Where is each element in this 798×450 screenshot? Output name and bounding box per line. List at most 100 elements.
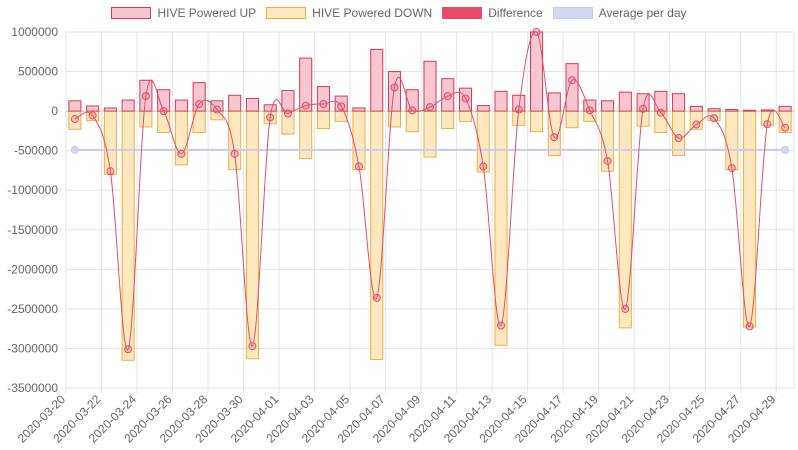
bar-down bbox=[441, 110, 455, 130]
difference-point bbox=[639, 104, 648, 113]
difference-point bbox=[301, 101, 310, 110]
difference-point bbox=[248, 342, 257, 351]
difference-point bbox=[497, 321, 506, 330]
difference-point bbox=[141, 92, 150, 101]
bar-up bbox=[778, 105, 792, 112]
bar-up bbox=[707, 108, 721, 112]
bar-down bbox=[370, 110, 384, 361]
average-point bbox=[70, 145, 79, 154]
chart-legend: HIVE Powered UP HIVE Powered DOWN Differ… bbox=[0, 6, 798, 20]
bar-up bbox=[547, 92, 561, 112]
series-difference-line bbox=[70, 28, 790, 354]
difference-point bbox=[603, 156, 612, 165]
bar-down bbox=[316, 110, 331, 130]
difference-point bbox=[177, 149, 186, 158]
difference-point bbox=[514, 105, 523, 114]
bar-up bbox=[121, 99, 135, 112]
difference-point bbox=[408, 106, 417, 115]
difference-point bbox=[585, 106, 594, 115]
bar-up bbox=[689, 105, 703, 112]
y-tick-label: -2000000 bbox=[7, 262, 58, 276]
difference-point bbox=[727, 164, 736, 173]
difference-point bbox=[159, 107, 168, 116]
difference-point bbox=[266, 113, 275, 122]
bar-down bbox=[725, 110, 739, 171]
y-tick-label: -2500000 bbox=[7, 302, 58, 316]
difference-point bbox=[479, 162, 488, 171]
bar-up bbox=[601, 100, 615, 112]
difference-point bbox=[781, 123, 790, 132]
difference-point bbox=[674, 134, 683, 143]
bar-up bbox=[743, 109, 757, 112]
y-tick-label: -500000 bbox=[14, 144, 58, 158]
difference-point bbox=[532, 28, 541, 36]
bar-up bbox=[245, 97, 259, 112]
y-tick-label: -3500000 bbox=[7, 381, 58, 395]
difference-point bbox=[656, 108, 665, 117]
legend-label-down: HIVE Powered DOWN bbox=[312, 6, 433, 20]
bar-up bbox=[352, 107, 366, 112]
legend-swatch-difference bbox=[442, 7, 483, 19]
bar-up bbox=[654, 90, 668, 112]
difference-point bbox=[337, 102, 346, 111]
bar-up bbox=[494, 90, 508, 112]
bar-down bbox=[103, 110, 117, 175]
y-tick-label: -1500000 bbox=[7, 223, 58, 237]
difference-point bbox=[88, 111, 97, 120]
legend-item-up[interactable]: HIVE Powered UP bbox=[111, 6, 256, 20]
difference-point bbox=[426, 103, 434, 112]
bar-up bbox=[103, 107, 117, 112]
bar-up bbox=[618, 91, 632, 112]
bar-up bbox=[529, 31, 544, 112]
difference-point bbox=[621, 304, 630, 313]
difference-point bbox=[354, 162, 363, 171]
bar-up bbox=[476, 105, 490, 112]
bar-down bbox=[139, 110, 153, 128]
bar-down bbox=[458, 110, 473, 122]
bar-up bbox=[174, 99, 188, 112]
legend-label-up: HIVE Powered UP bbox=[157, 6, 257, 20]
difference-point bbox=[124, 345, 133, 354]
y-tick-label: 500000 bbox=[18, 65, 58, 79]
y-tick-label: -3000000 bbox=[7, 341, 58, 355]
y-tick-label: -1000000 bbox=[7, 183, 58, 197]
bar-up bbox=[370, 48, 384, 112]
difference-point bbox=[195, 99, 204, 108]
legend-item-down[interactable]: HIVE Powered DOWN bbox=[266, 6, 432, 20]
bar-down bbox=[299, 110, 313, 160]
bar-down bbox=[565, 110, 579, 129]
legend-swatch-down bbox=[266, 7, 307, 19]
y-tick-label: 1000000 bbox=[11, 25, 58, 39]
legend-label-difference: Difference bbox=[488, 6, 543, 20]
bar-down bbox=[352, 110, 366, 171]
legend-label-average: Average per day bbox=[598, 6, 687, 20]
legend-item-difference[interactable]: Difference bbox=[442, 6, 543, 20]
bar-up bbox=[281, 90, 295, 112]
difference-point bbox=[70, 115, 79, 124]
legend-swatch-average bbox=[552, 7, 593, 19]
bar-down bbox=[529, 110, 544, 133]
difference-point bbox=[692, 120, 701, 129]
difference-point bbox=[763, 120, 772, 129]
series-average-line bbox=[70, 145, 790, 154]
difference-point bbox=[710, 114, 719, 123]
bar-up bbox=[86, 105, 100, 112]
difference-point bbox=[745, 322, 754, 331]
bar-down bbox=[121, 110, 135, 361]
series-up-bars bbox=[68, 31, 792, 112]
y-tick-label: 0 bbox=[51, 104, 58, 118]
difference-point bbox=[283, 109, 292, 118]
bar-up bbox=[228, 94, 242, 112]
bar-up bbox=[672, 93, 686, 112]
bar-up bbox=[441, 78, 455, 112]
x-axis-ticks: 2020-03-202020-03-222020-03-242020-03-26… bbox=[15, 392, 779, 446]
legend-item-average[interactable]: Average per day bbox=[552, 6, 687, 20]
y-axis-ticks: 1000000 500000 0 -500000 -1000000 -1500000 -20… bbox=[7, 25, 58, 395]
difference-point bbox=[372, 293, 381, 302]
difference-point bbox=[443, 92, 452, 101]
legend-swatch-up bbox=[111, 7, 152, 19]
difference-point bbox=[550, 133, 559, 142]
bar-up bbox=[299, 57, 313, 112]
bar-down bbox=[228, 110, 242, 171]
